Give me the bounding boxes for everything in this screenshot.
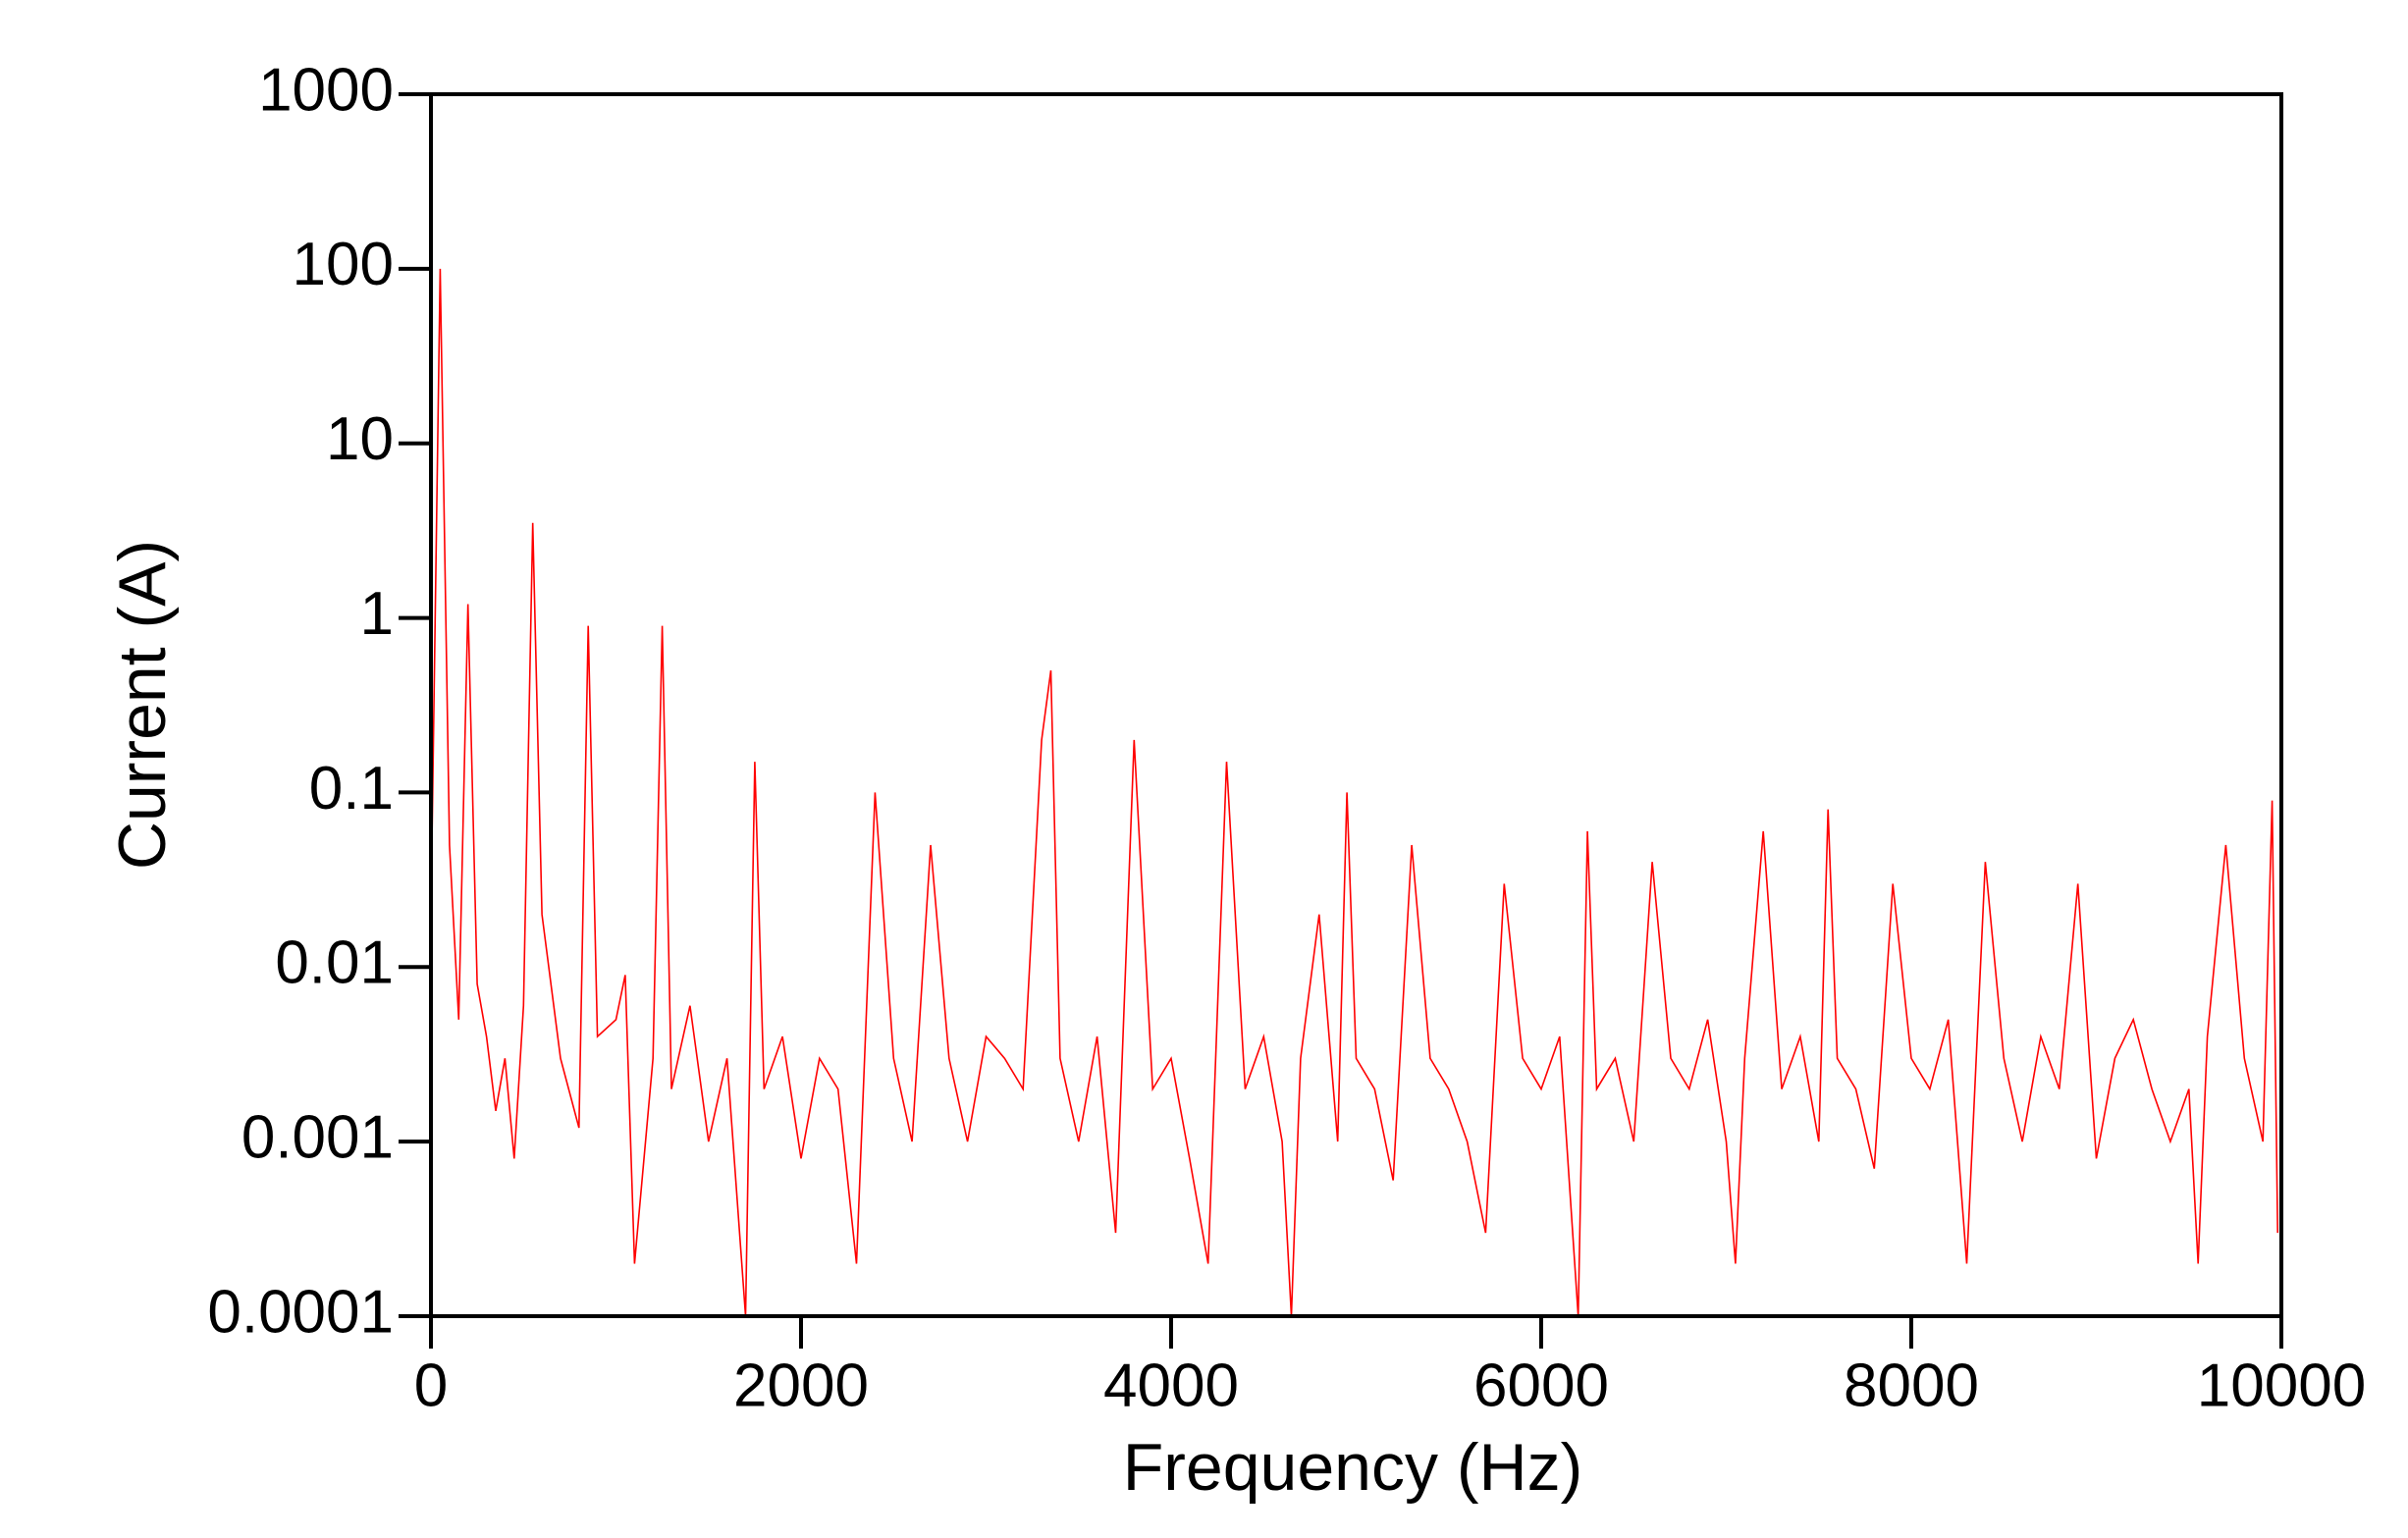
y-tick-label: 10 bbox=[326, 405, 394, 473]
y-tick-label: 0.01 bbox=[275, 929, 394, 997]
y-axis-label: Current (A) bbox=[105, 540, 180, 870]
y-tick-label: 100 bbox=[293, 231, 394, 298]
y-tick-label: 1 bbox=[360, 580, 394, 648]
x-tick-label: 0 bbox=[414, 1352, 448, 1419]
x-tick-label: 6000 bbox=[1473, 1352, 1609, 1419]
x-tick-label: 4000 bbox=[1103, 1352, 1239, 1419]
y-tick-label: 0.1 bbox=[309, 755, 394, 822]
x-axis-label: Frequency (Hz) bbox=[1123, 1430, 1583, 1505]
data-line bbox=[430, 268, 2278, 1317]
y-tick-label: 0.001 bbox=[241, 1104, 394, 1172]
x-tick-label: 2000 bbox=[733, 1352, 869, 1419]
x-tick-label: 10000 bbox=[2197, 1352, 2366, 1419]
x-tick-label: 8000 bbox=[1844, 1352, 1979, 1419]
y-tick-label: 0.0001 bbox=[207, 1278, 394, 1346]
plot-frame bbox=[429, 92, 2283, 1318]
y-tick-label: 1000 bbox=[258, 56, 394, 124]
